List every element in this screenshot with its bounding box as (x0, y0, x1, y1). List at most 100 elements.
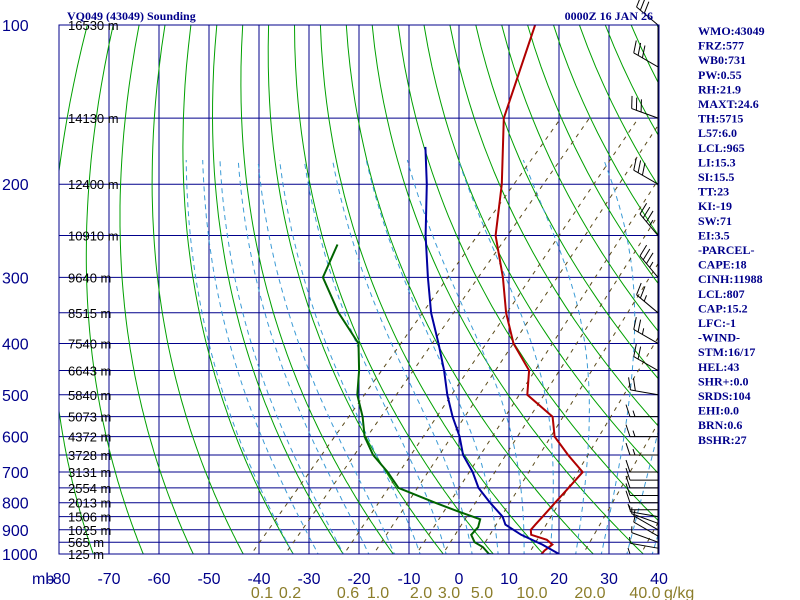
dry-adiabat-line (772, 1, 800, 565)
index-item: SI:15.5 (698, 170, 734, 184)
height-label: 6643 m (68, 364, 111, 379)
temperature-profile-line (494, 25, 585, 554)
wind-barb (625, 442, 658, 456)
dry-adiabat-line (449, 25, 659, 428)
height-label: 125 m (68, 547, 104, 562)
wind-barb (633, 157, 659, 185)
dry-adiabat-line (319, 25, 544, 554)
pressure-tick-label: 200 (2, 177, 29, 194)
index-list: WMO:43049FRZ:577WB0:731PW:0.55RH:21.9MAX… (698, 24, 765, 447)
plot-frame (58, 24, 660, 555)
height-label: 10910 m (68, 229, 119, 244)
moist-adiabat-line (365, 159, 499, 554)
dry-adiabat-line (119, 25, 194, 554)
temperature-tick-label: 10 (500, 571, 518, 588)
index-item: LCL:807 (698, 287, 745, 301)
dry-adiabat-line (182, 25, 294, 554)
pressure-tick-label: 900 (2, 523, 29, 540)
index-item: PW:0.55 (698, 68, 742, 82)
temperature-tick-label: 0 (455, 571, 464, 588)
dry-adiabat-line (211, 25, 344, 554)
index-item: SHR+:0.0 (698, 374, 749, 388)
wind-barb (636, 0, 659, 26)
height-label: 9640 m (68, 270, 111, 285)
height-label: 565 m (68, 535, 104, 550)
temperature-tick-label: 40 (650, 571, 668, 588)
mixing-ratio-label: 0.2 (279, 585, 301, 600)
wind-barb (631, 526, 659, 543)
height-label: 8515 m (68, 306, 111, 321)
height-label: 1506 m (68, 510, 111, 525)
moist-adiabat-line (257, 159, 395, 554)
mixing-ratio-line (477, 261, 659, 554)
moist-adiabat-line (600, 159, 636, 554)
pressure-unit-label: mb (32, 571, 54, 588)
height-label: 3728 m (68, 448, 111, 463)
pressure-tick-label: 600 (2, 430, 29, 447)
mixing-ratio-label: 5.0 (471, 585, 493, 600)
wind-barb (628, 377, 659, 396)
temperature-tick-label: -30 (297, 571, 320, 588)
dry-adiabat-line (151, 25, 244, 554)
mixing-ratio-label: 2.0 (410, 585, 432, 600)
temperature-tick-label: 30 (600, 571, 618, 588)
wind-barb (627, 503, 658, 511)
height-label: 4372 m (68, 430, 111, 445)
pressure-tick-label: 100 (2, 18, 29, 35)
index-item: RH:21.9 (698, 82, 741, 96)
mixing-ratio-line (442, 212, 659, 554)
wind-barb (636, 282, 659, 314)
index-item: WB0:731 (698, 53, 746, 67)
dry-adiabat-line (85, 25, 144, 554)
wind-barb (625, 424, 658, 438)
index-item: FRZ:577 (698, 39, 744, 53)
index-item: KI:-19 (698, 199, 732, 213)
moist-adiabat-line (237, 159, 370, 554)
height-label: 2013 m (68, 496, 111, 511)
wind-barb (633, 316, 659, 344)
height-label: 7540 m (68, 336, 111, 351)
height-label: 5840 m (68, 388, 111, 403)
index-item: EHI:0.0 (698, 404, 739, 418)
pressure-tick-label: 700 (2, 465, 29, 482)
wind-barb-column (625, 0, 659, 555)
dry-adiabat-line (293, 25, 494, 554)
height-label: 1025 m (68, 523, 111, 538)
moist-adiabat-line (457, 159, 554, 554)
index-item: BSHR:27 (698, 433, 747, 447)
wind-barb (639, 203, 659, 236)
wind-barb (639, 244, 659, 278)
wind-barb (631, 95, 659, 119)
moist-adiabat-line (332, 159, 473, 554)
wind-barb (633, 40, 659, 68)
profile-layer (321, 25, 585, 554)
temperature-tick-label: -60 (147, 571, 170, 588)
index-item: CAP:15.2 (698, 301, 748, 315)
wind-barb (633, 344, 659, 371)
temperature-tick-label: -20 (347, 571, 370, 588)
grid-layer (59, 1, 800, 565)
mixing-ratio-label: 3.0 (438, 585, 460, 600)
wind-barb (631, 507, 659, 524)
wind-barb (629, 536, 659, 549)
height-label: 5073 m (68, 410, 111, 425)
wind-barb (625, 490, 658, 504)
temperature-tick-label: -40 (247, 571, 270, 588)
wind-barb (625, 475, 658, 489)
index-item: STM:16/17 (698, 345, 755, 359)
wind-barb (625, 459, 658, 473)
height-label: 14130 m (68, 111, 119, 126)
mixing-ratio-line (373, 123, 659, 554)
pressure-tick-label: 1000 (2, 547, 38, 564)
index-item: CINH:11988 (698, 272, 763, 286)
dry-adiabat-line (578, 25, 659, 188)
moist-adiabat-line (202, 159, 319, 554)
temperature-tick-label: -70 (97, 571, 120, 588)
moist-adiabat-line (219, 159, 344, 554)
dry-adiabat-line (371, 25, 645, 554)
moist-adiabat-line (279, 159, 421, 554)
dewpoint-profile-line (321, 244, 498, 554)
index-item: TT:23 (698, 185, 729, 199)
